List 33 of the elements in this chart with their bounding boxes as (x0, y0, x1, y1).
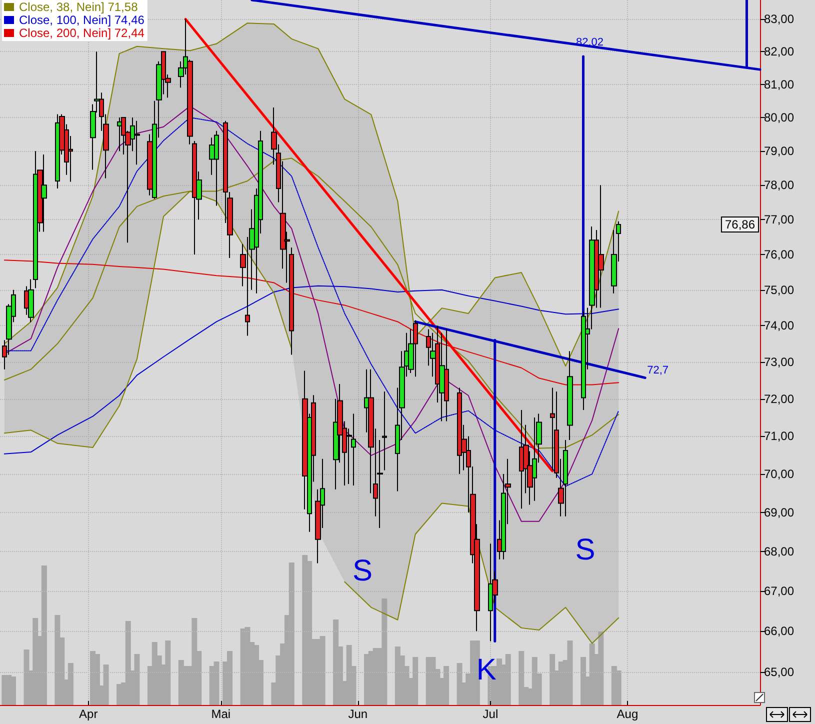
legend-label: Close, 200, Nein] 72,44 (19, 26, 145, 40)
y-tick-label: 66,00 (764, 624, 794, 638)
y-tick-label: 80,00 (764, 110, 794, 125)
y-tick-label: 74,00 (764, 318, 794, 333)
y-tick-label: 77,00 (764, 212, 794, 227)
x-tick-label: Apr (79, 707, 98, 721)
annotation: 72,7 (647, 364, 669, 376)
x-tick-label: Aug (616, 707, 638, 721)
y-tick-label: 83,00 (764, 12, 794, 26)
annotation: S (575, 533, 596, 566)
y-tick-label: 70,00 (764, 467, 794, 482)
y-tick-label: 67,00 (764, 584, 794, 598)
y-tick-label: 75,00 (764, 282, 794, 297)
annotation: S (352, 554, 373, 588)
y-tick-label: 69,00 (764, 505, 794, 520)
y-tick-label: 76,00 (764, 247, 794, 262)
y-tick-label: 65,00 (764, 664, 794, 679)
x-tick-label: Jul (482, 707, 498, 721)
y-tick-label: 72,00 (764, 392, 794, 406)
x-tick-label: Jun (348, 707, 368, 721)
y-tick-label: 78,00 (764, 178, 794, 192)
legend-label: Close, 38, Nein] 71,58 (19, 0, 138, 14)
y-tick-label: 81,00 (764, 77, 794, 92)
x-tick-label: Mai (211, 707, 231, 721)
annotation: 82,02 (576, 36, 604, 48)
y-tick-label: 82,00 (764, 44, 794, 59)
y-tick-label: 71,00 (764, 429, 794, 444)
y-tick-label: 79,00 (764, 144, 794, 158)
y-tick-label: 73,00 (764, 355, 794, 370)
annotation: K (476, 653, 496, 686)
legend-label: Close, 100, Nein] 74,46 (19, 13, 145, 27)
y-tick-label: 68,00 (764, 544, 794, 558)
annotation: 76,86 (724, 217, 756, 232)
